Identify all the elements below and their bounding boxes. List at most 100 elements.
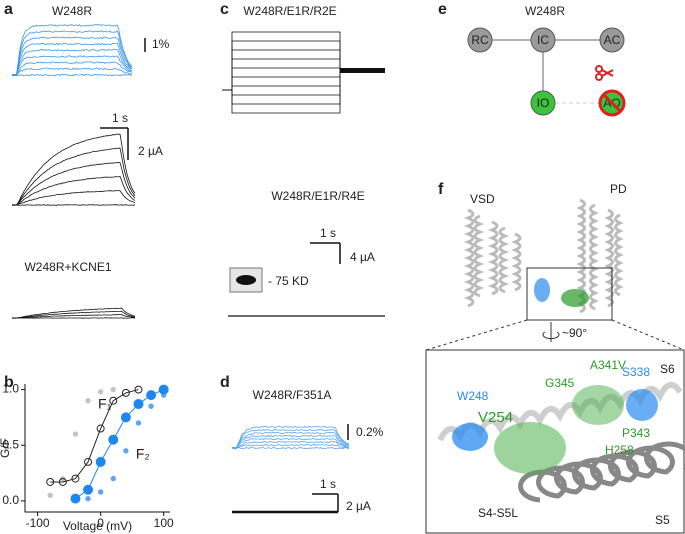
point (46, 477, 55, 486)
residue-blob (452, 423, 488, 451)
residue-label: G345 (545, 376, 575, 390)
trace (222, 76, 341, 91)
panel-label: f (438, 181, 444, 198)
trace (231, 437, 350, 450)
point (83, 484, 94, 495)
trace (12, 147, 136, 206)
x-tick-label: 100 (154, 516, 174, 530)
protein-ribbon (463, 198, 624, 314)
trace (231, 425, 349, 450)
cross-mark (602, 93, 622, 113)
rotation-label: ~90° (562, 326, 587, 340)
state-node (530, 90, 556, 116)
state-node (467, 27, 493, 53)
panel-label: d (220, 374, 230, 391)
point (84, 457, 93, 466)
ribbon (518, 441, 685, 503)
trace (12, 175, 136, 206)
title: W248R (52, 4, 92, 18)
state-diagram: RCICACIOAO (467, 27, 626, 117)
scale-label: 1 s (320, 477, 336, 491)
x-tick-label: 0 (97, 516, 104, 530)
trace (11, 204, 136, 206)
ribbon (589, 203, 599, 311)
title: W248R/E1R/R4E (271, 189, 364, 203)
point (121, 388, 130, 397)
point (96, 424, 105, 433)
blot-band (236, 275, 256, 285)
point (58, 477, 67, 486)
state-node (599, 27, 625, 53)
panel-label: a (4, 1, 13, 18)
cross-mark (598, 89, 626, 117)
trace (222, 89, 341, 105)
ribbon (510, 232, 522, 292)
point (71, 474, 80, 483)
title: W248R/F351A (253, 388, 332, 402)
point (47, 492, 53, 499)
scale-label: 2 µA (138, 144, 163, 158)
axis (24, 384, 170, 513)
state-label: RC (471, 33, 489, 47)
point (134, 385, 143, 394)
trace (11, 36, 133, 76)
trace (11, 133, 136, 206)
point (85, 397, 91, 404)
trace (222, 85, 341, 91)
panel-label: e (438, 1, 447, 18)
domain-label: S5 (655, 513, 670, 527)
point (120, 412, 131, 423)
domain-label: VSD (470, 192, 495, 206)
zoom-line (425, 319, 528, 351)
residue-label: A341V (590, 358, 626, 372)
ribbon (498, 226, 510, 294)
point (135, 420, 142, 426)
residue-label: S338 (622, 365, 650, 379)
trace (222, 58, 341, 91)
trace (231, 446, 350, 450)
point (110, 475, 116, 482)
point (97, 389, 104, 395)
trace (11, 73, 133, 77)
trace (222, 40, 341, 91)
panel-label: b (4, 374, 14, 391)
panel-label: c (220, 1, 229, 18)
trace (340, 68, 385, 73)
title: W248R (525, 4, 565, 18)
scissors-icon (595, 65, 614, 81)
fit-line (50, 389, 139, 483)
trace (11, 24, 133, 76)
residue-blob (561, 289, 589, 307)
trace (222, 89, 341, 96)
trace (11, 42, 133, 77)
residue-label: W248 (457, 389, 489, 403)
state-node (530, 27, 556, 53)
domain-label: S6 (660, 362, 675, 376)
trace (11, 48, 133, 77)
y-tick-label: 0.5 (2, 437, 19, 451)
scale-label: 1 s (320, 226, 336, 240)
point (85, 495, 91, 502)
residue-label: V254 (478, 409, 513, 426)
ribbon (614, 213, 624, 297)
scale-bars (100, 38, 349, 512)
point (95, 456, 106, 467)
x-tick-label: -100 (26, 516, 50, 530)
point (97, 489, 104, 495)
point (123, 448, 129, 454)
trace (12, 314, 136, 319)
zoom-line (611, 319, 685, 351)
point (146, 390, 157, 401)
residue-label: H258 (605, 443, 634, 457)
scale-label: 2 µA (346, 499, 371, 513)
title: W248R+KCNE1 (24, 260, 111, 274)
scale-label: 1% (152, 37, 170, 51)
trace (11, 61, 133, 76)
zoom-box (526, 267, 613, 321)
trace (222, 49, 341, 91)
residue-blob (626, 389, 658, 421)
point (70, 493, 81, 504)
residue-blob (494, 422, 566, 474)
state-label: IC (537, 33, 549, 47)
